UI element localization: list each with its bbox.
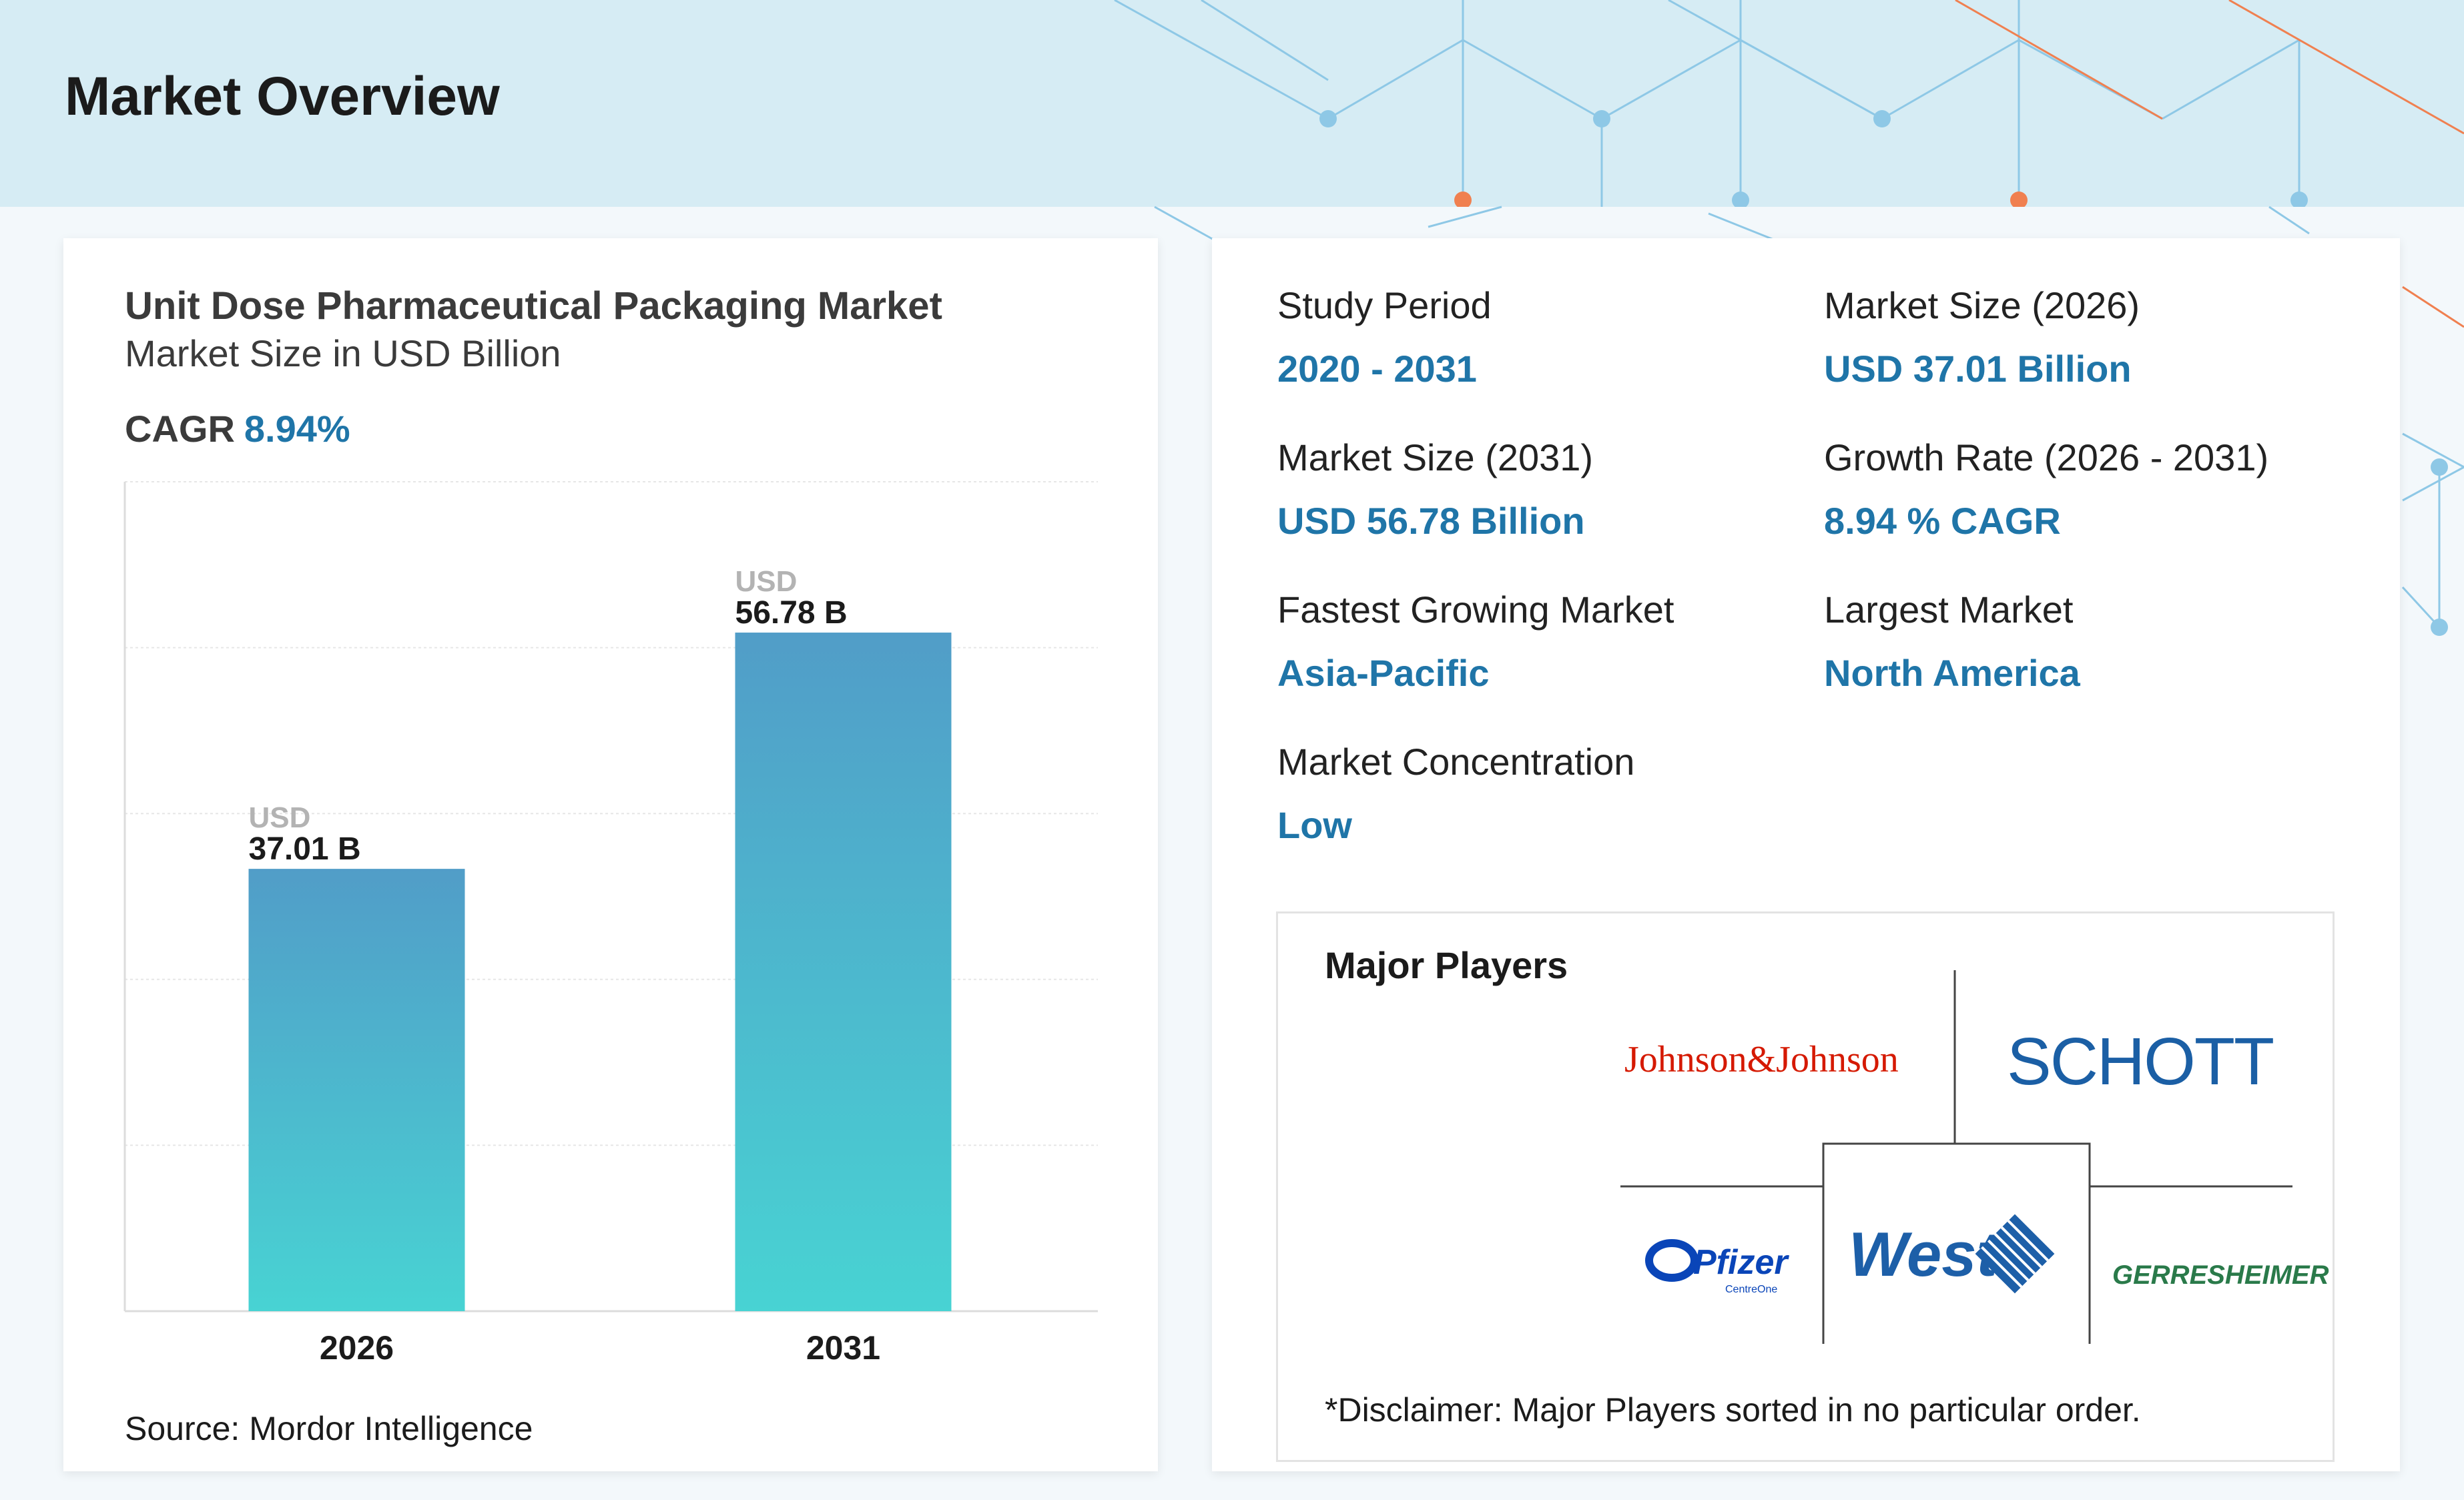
stat-largest-market: Largest Market North America <box>1824 588 2080 695</box>
stats-card: Study Period 2020 - 2031 Market Size (20… <box>1212 238 2400 1471</box>
stat-value: North America <box>1824 652 2080 694</box>
stat-fastest-growing: Fastest Growing Market Asia-Pacific <box>1277 588 1674 695</box>
stat-label: Largest Market <box>1824 589 2074 631</box>
stat-label: Market Concentration <box>1277 741 1635 783</box>
west-wordmark: West <box>1849 1219 2000 1289</box>
stat-study-period: Study Period 2020 - 2031 <box>1277 284 1492 390</box>
chart-title: Unit Dose Pharmaceutical Packaging Marke… <box>125 284 942 328</box>
cagr-value: 8.94% <box>244 408 350 450</box>
chart-x-tick-label: 2031 <box>806 1329 880 1367</box>
players-logo-grid: Johnson&Johnson SCHOTT Pfizer CentreOne … <box>1620 970 2329 1344</box>
stat-value: Low <box>1277 804 1352 846</box>
stat-growth-rate: Growth Rate (2026 - 2031) 8.94 % CAGR <box>1824 436 2268 542</box>
stat-label: Growth Rate (2026 - 2031) <box>1824 436 2269 478</box>
chart-value-label: 37.01 B <box>249 831 361 867</box>
stat-label: Study Period <box>1277 284 1492 326</box>
stat-value: USD 56.78 Billion <box>1277 500 1585 542</box>
chart-value-prefix: USD <box>249 801 311 834</box>
stat-value: 2020 - 2031 <box>1277 348 1477 390</box>
pfizer-swirl-icon <box>1645 1239 1699 1282</box>
page-title: Market Overview <box>65 66 500 127</box>
major-players-box: Major Players Johnson&Johnson SCHOTT Pfi… <box>1276 911 2335 1462</box>
logo-grid-lines <box>1620 970 2292 1344</box>
stat-market-size-2031: Market Size (2031) USD 56.78 Billion <box>1277 436 1593 542</box>
chart-card: Unit Dose Pharmaceutical Packaging Marke… <box>63 238 1158 1471</box>
header-banner: Market Overview <box>0 0 2464 207</box>
disclaimer-text: *Disclaimer: Major Players sorted in no … <box>1325 1391 2141 1429</box>
chart-value-label: 56.78 B <box>735 595 848 631</box>
chart-bar-2026 <box>248 869 465 1311</box>
pfizer-wordmark: Pfizer <box>1693 1243 1789 1282</box>
stat-value: Asia-Pacific <box>1277 652 1490 694</box>
pfizer-logo: Pfizer CentreOne <box>1645 1239 1789 1295</box>
network-pattern-decoration <box>1114 0 2464 207</box>
stat-value: USD 37.01 Billion <box>1824 348 2132 390</box>
stat-market-size-2026: Market Size (2026) USD 37.01 Billion <box>1824 284 2140 390</box>
west-logo: West <box>1849 1214 2055 1294</box>
cagr-label: CAGR 8.94% <box>125 407 350 450</box>
stat-label: Market Size (2026) <box>1824 284 2140 326</box>
chart-bar-2031 <box>735 633 952 1311</box>
stat-value: 8.94 % CAGR <box>1824 500 2061 542</box>
stat-label: Market Size (2031) <box>1277 436 1594 478</box>
stat-market-concentration: Market Concentration Low <box>1277 740 1634 847</box>
cagr-label-text: CAGR <box>125 408 235 450</box>
chart-x-tick-label: 2026 <box>320 1329 394 1367</box>
stat-label: Fastest Growing Market <box>1277 589 1674 631</box>
chart-subtitle: Market Size in USD Billion <box>125 332 561 374</box>
pfizer-centreone-text: CentreOne <box>1725 1284 1777 1295</box>
gerresheimer-logo: GERRESHEIMER <box>2112 1260 2329 1290</box>
source-note: Source: Mordor Intelligence <box>125 1410 533 1447</box>
johnson-johnson-logo: Johnson&Johnson <box>1624 1039 1899 1080</box>
chart-value-prefix: USD <box>735 565 798 598</box>
schott-logo: SCHOTT <box>2007 1024 2273 1099</box>
major-players-title: Major Players <box>1325 944 1568 986</box>
